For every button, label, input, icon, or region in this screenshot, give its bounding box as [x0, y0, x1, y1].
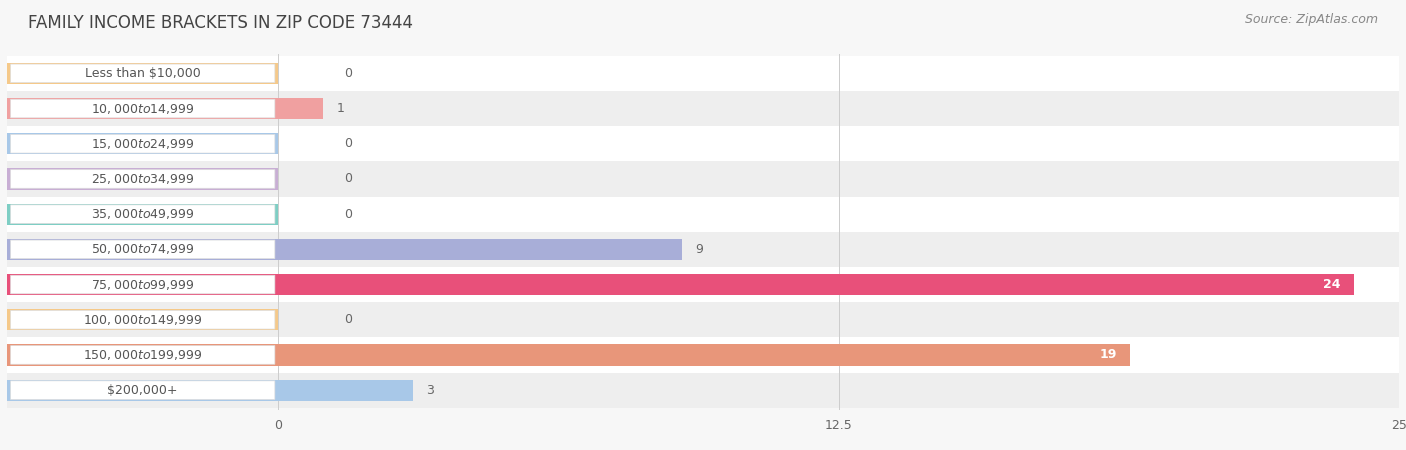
Bar: [7, 344, 1130, 365]
Text: 3: 3: [426, 384, 434, 396]
Text: 24: 24: [1323, 278, 1341, 291]
Bar: [7, 162, 1399, 197]
Text: $10,000 to $14,999: $10,000 to $14,999: [91, 102, 194, 116]
Bar: [7, 197, 1399, 232]
Text: 0: 0: [344, 207, 352, 220]
Text: Less than $10,000: Less than $10,000: [84, 67, 201, 80]
Text: 1: 1: [336, 102, 344, 115]
FancyBboxPatch shape: [11, 170, 274, 188]
Bar: [7, 338, 1399, 373]
Text: FAMILY INCOME BRACKETS IN ZIP CODE 73444: FAMILY INCOME BRACKETS IN ZIP CODE 73444: [28, 14, 413, 32]
Text: $100,000 to $149,999: $100,000 to $149,999: [83, 313, 202, 327]
Text: 9: 9: [696, 243, 703, 256]
Text: $150,000 to $199,999: $150,000 to $199,999: [83, 348, 202, 362]
Text: 0: 0: [344, 313, 352, 326]
Text: 0: 0: [344, 172, 352, 185]
Bar: [7, 239, 682, 260]
Text: $25,000 to $34,999: $25,000 to $34,999: [91, 172, 194, 186]
Bar: [7, 373, 1399, 408]
Text: $50,000 to $74,999: $50,000 to $74,999: [91, 243, 194, 256]
FancyBboxPatch shape: [11, 381, 274, 400]
FancyBboxPatch shape: [11, 64, 274, 83]
Bar: [7, 267, 1399, 302]
FancyBboxPatch shape: [11, 275, 274, 294]
Text: $15,000 to $24,999: $15,000 to $24,999: [91, 137, 194, 151]
FancyBboxPatch shape: [11, 135, 274, 153]
Bar: [7, 56, 1399, 91]
Bar: [7, 63, 278, 84]
Text: Source: ZipAtlas.com: Source: ZipAtlas.com: [1244, 14, 1378, 27]
Bar: [7, 98, 323, 119]
Text: $75,000 to $99,999: $75,000 to $99,999: [91, 278, 194, 292]
Bar: [7, 133, 278, 154]
FancyBboxPatch shape: [11, 346, 274, 364]
FancyBboxPatch shape: [11, 205, 274, 224]
FancyBboxPatch shape: [11, 99, 274, 118]
Bar: [7, 168, 278, 189]
Text: $200,000+: $200,000+: [107, 384, 179, 396]
Bar: [7, 232, 1399, 267]
Bar: [7, 126, 1399, 162]
Text: $35,000 to $49,999: $35,000 to $49,999: [91, 207, 194, 221]
Bar: [7, 380, 413, 400]
Bar: [7, 91, 1399, 126]
Bar: [7, 309, 278, 330]
Bar: [7, 302, 1399, 338]
FancyBboxPatch shape: [11, 310, 274, 329]
Bar: [7, 274, 1354, 295]
Text: 19: 19: [1099, 348, 1116, 361]
Text: 0: 0: [344, 137, 352, 150]
FancyBboxPatch shape: [11, 240, 274, 259]
Bar: [7, 203, 278, 225]
Text: 0: 0: [344, 67, 352, 80]
